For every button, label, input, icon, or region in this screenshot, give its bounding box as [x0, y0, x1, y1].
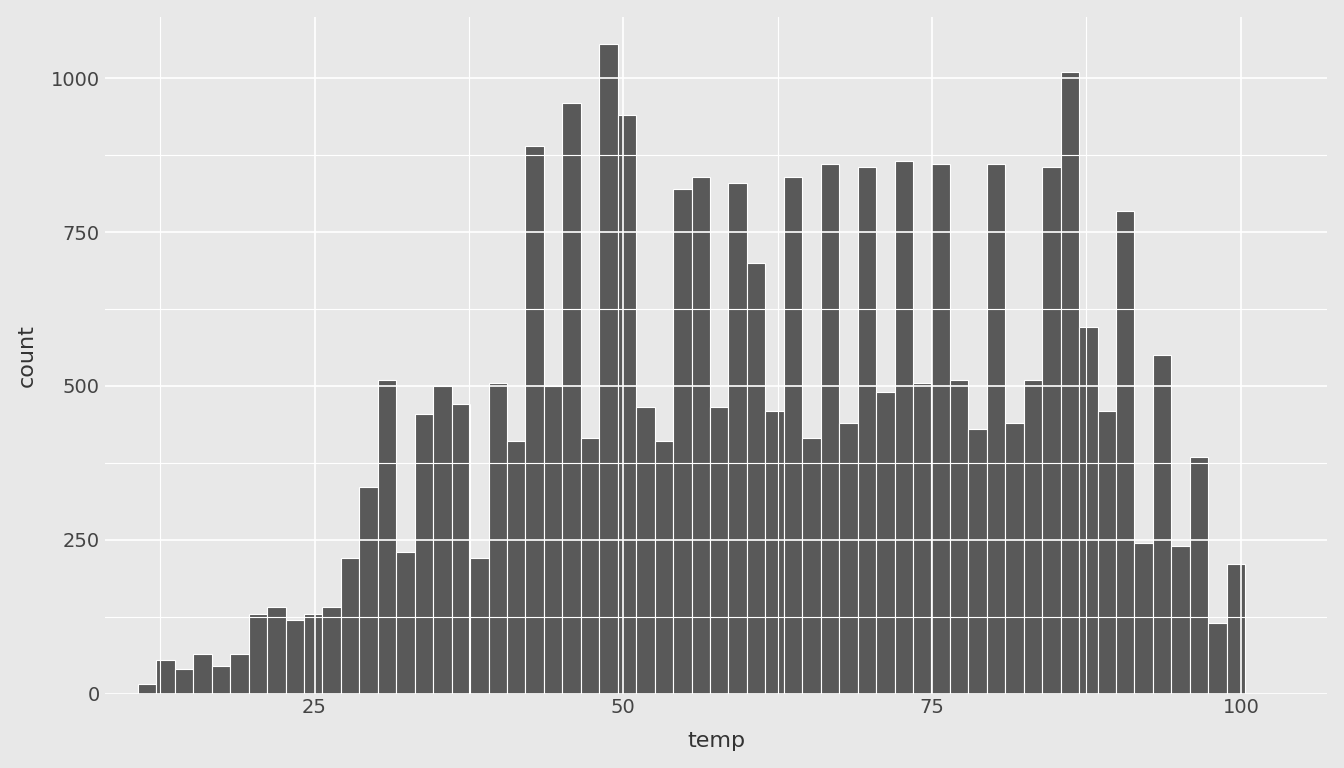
Bar: [1189, 457, 1208, 694]
Bar: [1172, 546, 1189, 694]
Bar: [249, 614, 267, 694]
Bar: [175, 669, 194, 694]
Bar: [470, 558, 489, 694]
X-axis label: temp: temp: [687, 731, 745, 751]
Bar: [728, 183, 747, 694]
Bar: [138, 684, 156, 694]
Bar: [765, 411, 784, 694]
Bar: [1208, 623, 1227, 694]
Bar: [544, 386, 562, 694]
Bar: [913, 382, 931, 694]
Bar: [581, 439, 599, 694]
Bar: [673, 189, 692, 694]
Bar: [692, 177, 710, 694]
Bar: [802, 439, 821, 694]
Bar: [526, 146, 544, 694]
Bar: [986, 164, 1005, 694]
Bar: [507, 442, 526, 694]
Bar: [655, 442, 673, 694]
Bar: [1042, 167, 1060, 694]
Bar: [359, 488, 378, 694]
Bar: [433, 386, 452, 694]
Bar: [212, 666, 230, 694]
Bar: [489, 382, 507, 694]
Bar: [1005, 423, 1024, 694]
Bar: [599, 45, 618, 694]
Bar: [341, 558, 359, 694]
Bar: [931, 164, 950, 694]
Bar: [821, 164, 839, 694]
Bar: [950, 379, 968, 694]
Bar: [415, 414, 433, 694]
Bar: [267, 607, 285, 694]
Bar: [1227, 564, 1245, 694]
Bar: [1134, 543, 1153, 694]
Bar: [710, 408, 728, 694]
Bar: [1060, 72, 1079, 694]
Bar: [1116, 210, 1134, 694]
Bar: [636, 408, 655, 694]
Bar: [452, 405, 470, 694]
Bar: [857, 167, 876, 694]
Bar: [285, 620, 304, 694]
Bar: [323, 607, 341, 694]
Bar: [747, 263, 765, 694]
Bar: [396, 552, 415, 694]
Y-axis label: count: count: [16, 323, 36, 386]
Bar: [876, 392, 895, 694]
Bar: [1079, 327, 1098, 694]
Bar: [895, 161, 913, 694]
Bar: [194, 654, 212, 694]
Bar: [304, 614, 323, 694]
Bar: [968, 429, 986, 694]
Bar: [1024, 379, 1042, 694]
Bar: [156, 660, 175, 694]
Bar: [1153, 355, 1172, 694]
Bar: [562, 103, 581, 694]
Bar: [618, 115, 636, 694]
Bar: [784, 177, 802, 694]
Bar: [1098, 411, 1116, 694]
Bar: [839, 423, 857, 694]
Bar: [230, 654, 249, 694]
Bar: [378, 379, 396, 694]
